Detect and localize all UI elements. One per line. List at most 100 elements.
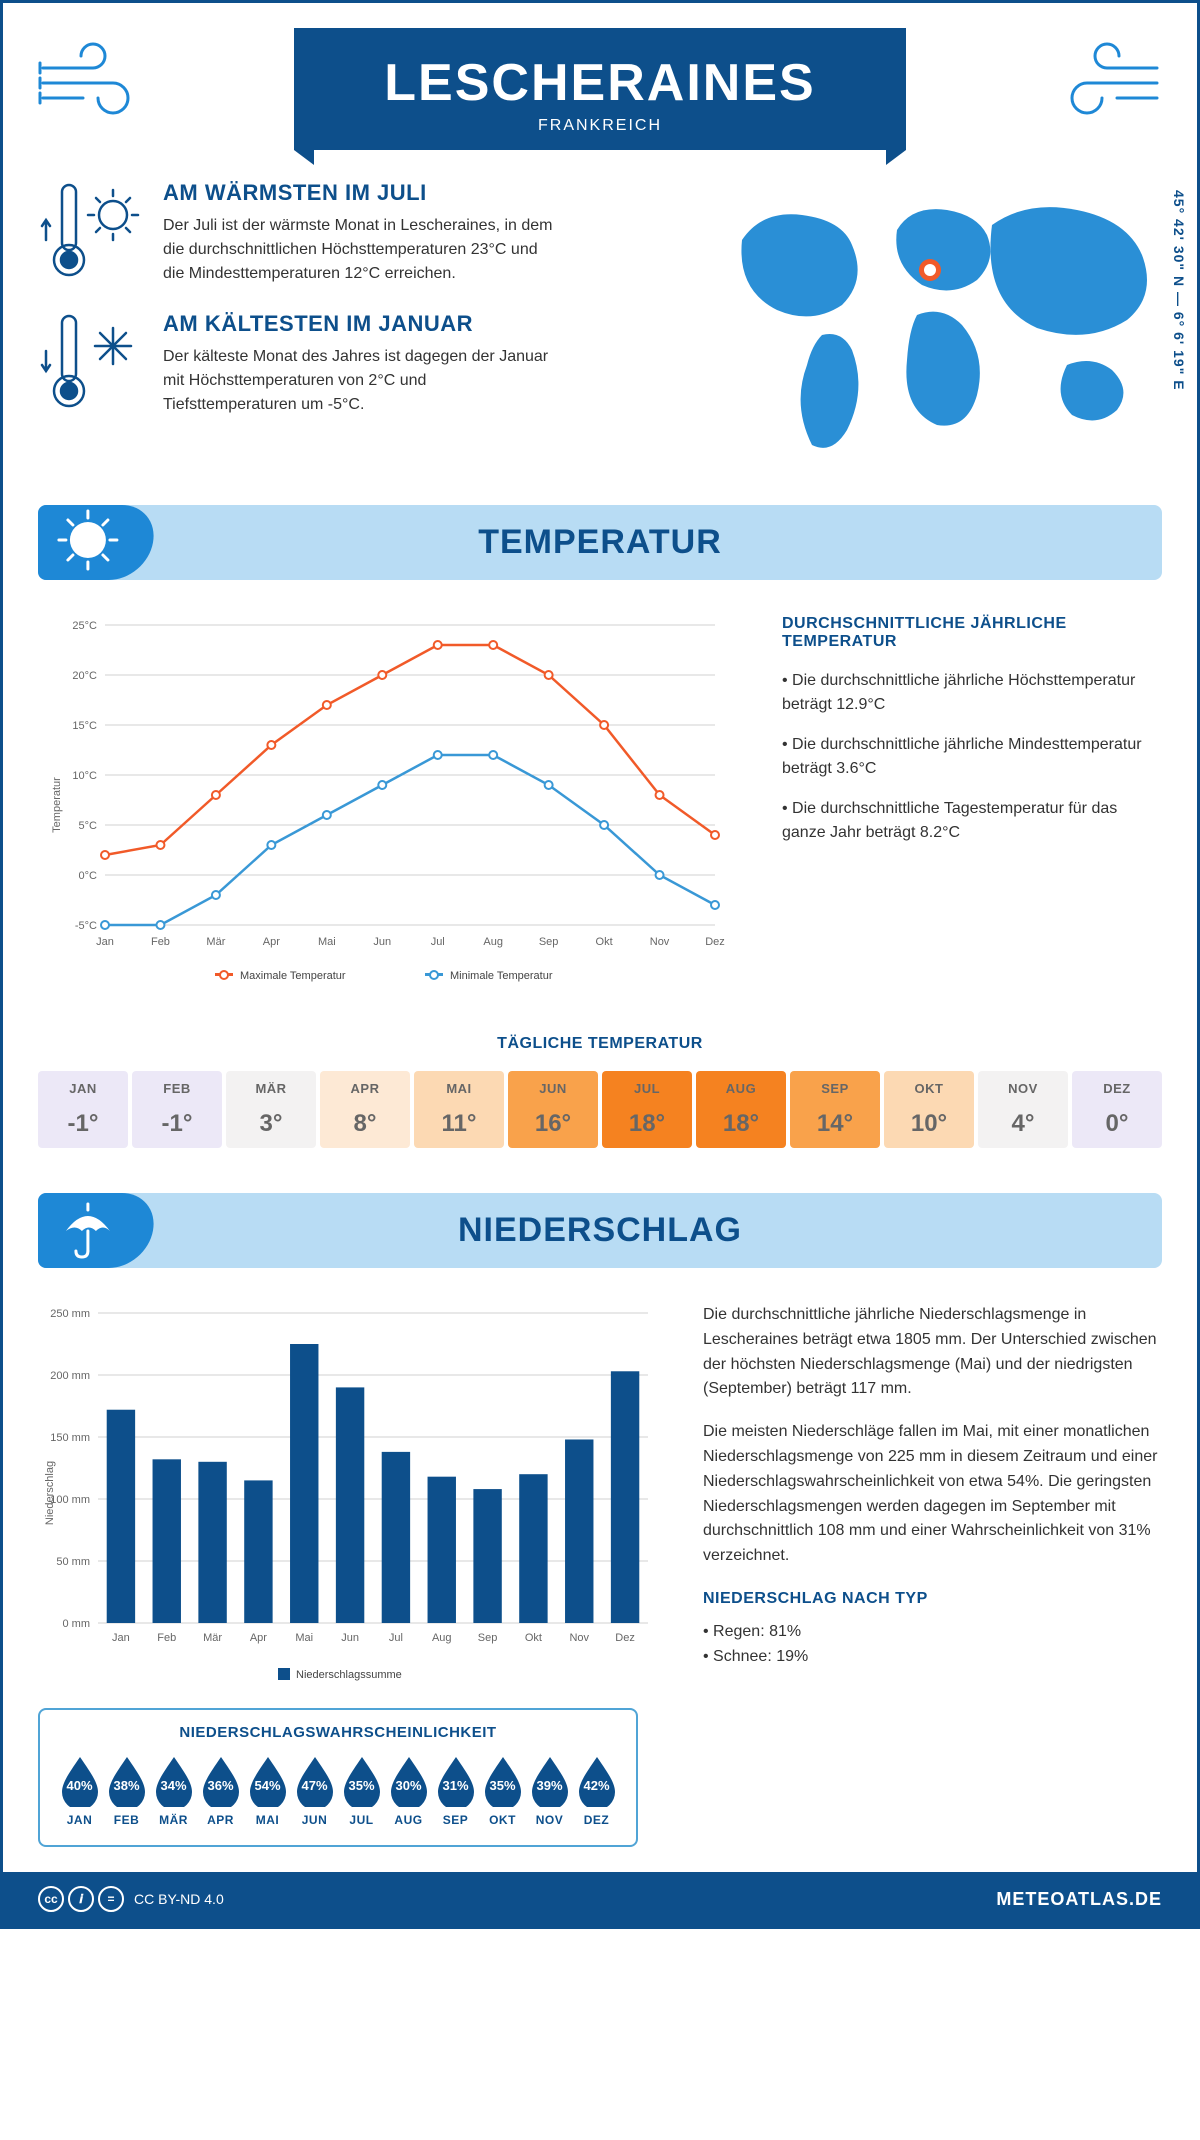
daily-cell: SEP14° bbox=[790, 1071, 880, 1148]
svg-text:Dez: Dez bbox=[615, 1632, 635, 1644]
daily-cell: MAI11° bbox=[414, 1071, 504, 1148]
prob-cell: 35%JUL bbox=[340, 1755, 383, 1827]
prob-cell: 47%JUN bbox=[293, 1755, 336, 1827]
svg-text:Apr: Apr bbox=[263, 936, 280, 948]
temp-bullet: • Die durchschnittliche jährliche Mindes… bbox=[782, 733, 1162, 781]
facts-section: AM WÄRMSTEN IM JULI Der Juli ist der wär… bbox=[38, 180, 1162, 465]
svg-text:Dez: Dez bbox=[705, 936, 725, 948]
svg-text:Okt: Okt bbox=[525, 1632, 542, 1644]
svg-text:10°C: 10°C bbox=[72, 770, 97, 782]
daily-temp-title: TÄGLICHE TEMPERATUR bbox=[38, 1035, 1162, 1053]
thermometer-cold-icon bbox=[38, 311, 148, 417]
svg-text:150 mm: 150 mm bbox=[50, 1432, 90, 1444]
temperature-info: DURCHSCHNITTLICHE JÄHRLICHE TEMPERATUR •… bbox=[782, 615, 1162, 1000]
temp-bullet: • Die durchschnittliche Tagestemperatur … bbox=[782, 797, 1162, 845]
svg-text:250 mm: 250 mm bbox=[50, 1308, 90, 1320]
prob-cell: 31%SEP bbox=[434, 1755, 477, 1827]
precipitation-banner: NIEDERSCHLAG bbox=[38, 1193, 1162, 1268]
coldest-title: AM KÄLTESTEN IM JANUAR bbox=[163, 311, 563, 337]
daily-cell: JAN-1° bbox=[38, 1071, 128, 1148]
precipitation-chart: 0 mm 50 mm 100 mm 150 mm 200 mm 250 mm Jan Feb M… bbox=[38, 1303, 658, 1688]
coldest-fact: AM KÄLTESTEN IM JANUAR Der kälteste Mona… bbox=[38, 311, 672, 417]
wind-icon bbox=[1042, 28, 1162, 133]
svg-text:200 mm: 200 mm bbox=[50, 1370, 90, 1382]
svg-text:Jul: Jul bbox=[389, 1632, 403, 1644]
thermometer-hot-icon bbox=[38, 180, 148, 286]
prob-cell: 30%AUG bbox=[387, 1755, 430, 1827]
svg-text:Nov: Nov bbox=[569, 1632, 589, 1644]
site-name: METEOATLAS.DE bbox=[996, 1889, 1162, 1910]
title-banner: LESCHERAINES FRANKREICH bbox=[294, 28, 905, 150]
svg-text:Niederschlag: Niederschlag bbox=[44, 1461, 56, 1525]
precip-p1: Die durchschnittliche jährliche Niedersc… bbox=[703, 1303, 1162, 1402]
precipitation-description: Die durchschnittliche jährliche Niedersc… bbox=[703, 1303, 1162, 1847]
daily-temperature-grid: JAN-1°FEB-1°MÄR3°APR8°MAI11°JUN16°JUL18°… bbox=[38, 1071, 1162, 1148]
precip-type-rain: • Regen: 81% bbox=[703, 1620, 1162, 1645]
svg-text:100 mm: 100 mm bbox=[50, 1494, 90, 1506]
prob-cell: 54%MAI bbox=[246, 1755, 289, 1827]
precipitation-heading: NIEDERSCHLAG bbox=[38, 1211, 1162, 1250]
daily-cell: JUN16° bbox=[508, 1071, 598, 1148]
prob-cell: 36%APR bbox=[199, 1755, 242, 1827]
svg-text:0°C: 0°C bbox=[79, 870, 98, 882]
svg-text:Jul: Jul bbox=[431, 936, 445, 948]
prob-cell: 34%MÄR bbox=[152, 1755, 195, 1827]
svg-text:Sep: Sep bbox=[478, 1632, 498, 1644]
prob-title: NIEDERSCHLAGSWAHRSCHEINLICHKEIT bbox=[58, 1724, 618, 1741]
svg-text:Aug: Aug bbox=[483, 936, 503, 948]
wind-icon bbox=[38, 28, 158, 133]
temperature-chart: -5°C0°C5°C10°C15°C20°C25°CJanFebMärAprMa… bbox=[38, 615, 732, 1000]
svg-text:Mai: Mai bbox=[318, 936, 336, 948]
svg-text:Jan: Jan bbox=[112, 1632, 130, 1644]
warmest-title: AM WÄRMSTEN IM JULI bbox=[163, 180, 563, 206]
svg-text:Mär: Mär bbox=[206, 936, 225, 948]
daily-cell: MÄR3° bbox=[226, 1071, 316, 1148]
svg-text:0 mm: 0 mm bbox=[63, 1618, 91, 1630]
svg-text:Jan: Jan bbox=[96, 936, 114, 948]
svg-text:20°C: 20°C bbox=[72, 670, 97, 682]
svg-text:5°C: 5°C bbox=[79, 820, 98, 832]
svg-text:Mär: Mär bbox=[203, 1632, 222, 1644]
daily-cell: JUL18° bbox=[602, 1071, 692, 1148]
world-map: 45° 42' 30" N — 6° 6' 19" E bbox=[702, 180, 1162, 465]
warmest-fact: AM WÄRMSTEN IM JULI Der Juli ist der wär… bbox=[38, 180, 672, 286]
svg-text:Apr: Apr bbox=[250, 1632, 267, 1644]
daily-cell: DEZ0° bbox=[1072, 1071, 1162, 1148]
header: LESCHERAINES FRANKREICH bbox=[38, 28, 1162, 150]
svg-text:15°C: 15°C bbox=[72, 720, 97, 732]
temp-info-title: DURCHSCHNITTLICHE JÄHRLICHE TEMPERATUR bbox=[782, 615, 1162, 651]
daily-cell: NOV4° bbox=[978, 1071, 1068, 1148]
svg-text:Nov: Nov bbox=[650, 936, 670, 948]
warmest-text: Der Juli ist der wärmste Monat in Lesche… bbox=[163, 214, 563, 286]
svg-text:50 mm: 50 mm bbox=[56, 1556, 90, 1568]
daily-cell: FEB-1° bbox=[132, 1071, 222, 1148]
footer: cc𝒊= CC BY-ND 4.0 METEOATLAS.DE bbox=[3, 1872, 1197, 1926]
sun-icon bbox=[56, 508, 121, 578]
temp-bullet: • Die durchschnittliche jährliche Höchst… bbox=[782, 669, 1162, 717]
page-subtitle: FRANKREICH bbox=[384, 117, 815, 135]
prob-cell: 35%OKT bbox=[481, 1755, 524, 1827]
license-text: CC BY-ND 4.0 bbox=[134, 1891, 224, 1907]
svg-text:Mai: Mai bbox=[295, 1632, 313, 1644]
svg-text:-5°C: -5°C bbox=[75, 920, 97, 932]
page-title: LESCHERAINES bbox=[384, 53, 815, 113]
coordinates: 45° 42' 30" N — 6° 6' 19" E bbox=[1171, 190, 1187, 391]
svg-text:Maximale Temperatur: Maximale Temperatur bbox=[240, 970, 346, 982]
svg-text:Sep: Sep bbox=[539, 936, 559, 948]
daily-cell: OKT10° bbox=[884, 1071, 974, 1148]
precipitation-probability-box: NIEDERSCHLAGSWAHRSCHEINLICHKEIT 40%JAN38… bbox=[38, 1708, 638, 1847]
precip-p2: Die meisten Niederschläge fallen im Mai,… bbox=[703, 1420, 1162, 1569]
umbrella-icon bbox=[56, 1196, 121, 1266]
cc-icons: cc𝒊= bbox=[38, 1886, 124, 1912]
svg-text:Jun: Jun bbox=[341, 1632, 359, 1644]
svg-text:Niederschlagssumme: Niederschlagssumme bbox=[296, 1669, 402, 1681]
svg-text:25°C: 25°C bbox=[72, 620, 97, 632]
prob-cell: 42%DEZ bbox=[575, 1755, 618, 1827]
svg-text:Minimale Temperatur: Minimale Temperatur bbox=[450, 970, 553, 982]
temperature-heading: TEMPERATUR bbox=[38, 523, 1162, 562]
daily-cell: APR8° bbox=[320, 1071, 410, 1148]
prob-cell: 40%JAN bbox=[58, 1755, 101, 1827]
svg-text:Feb: Feb bbox=[157, 1632, 176, 1644]
coldest-text: Der kälteste Monat des Jahres ist dagege… bbox=[163, 345, 563, 417]
precip-type-snow: • Schnee: 19% bbox=[703, 1645, 1162, 1670]
